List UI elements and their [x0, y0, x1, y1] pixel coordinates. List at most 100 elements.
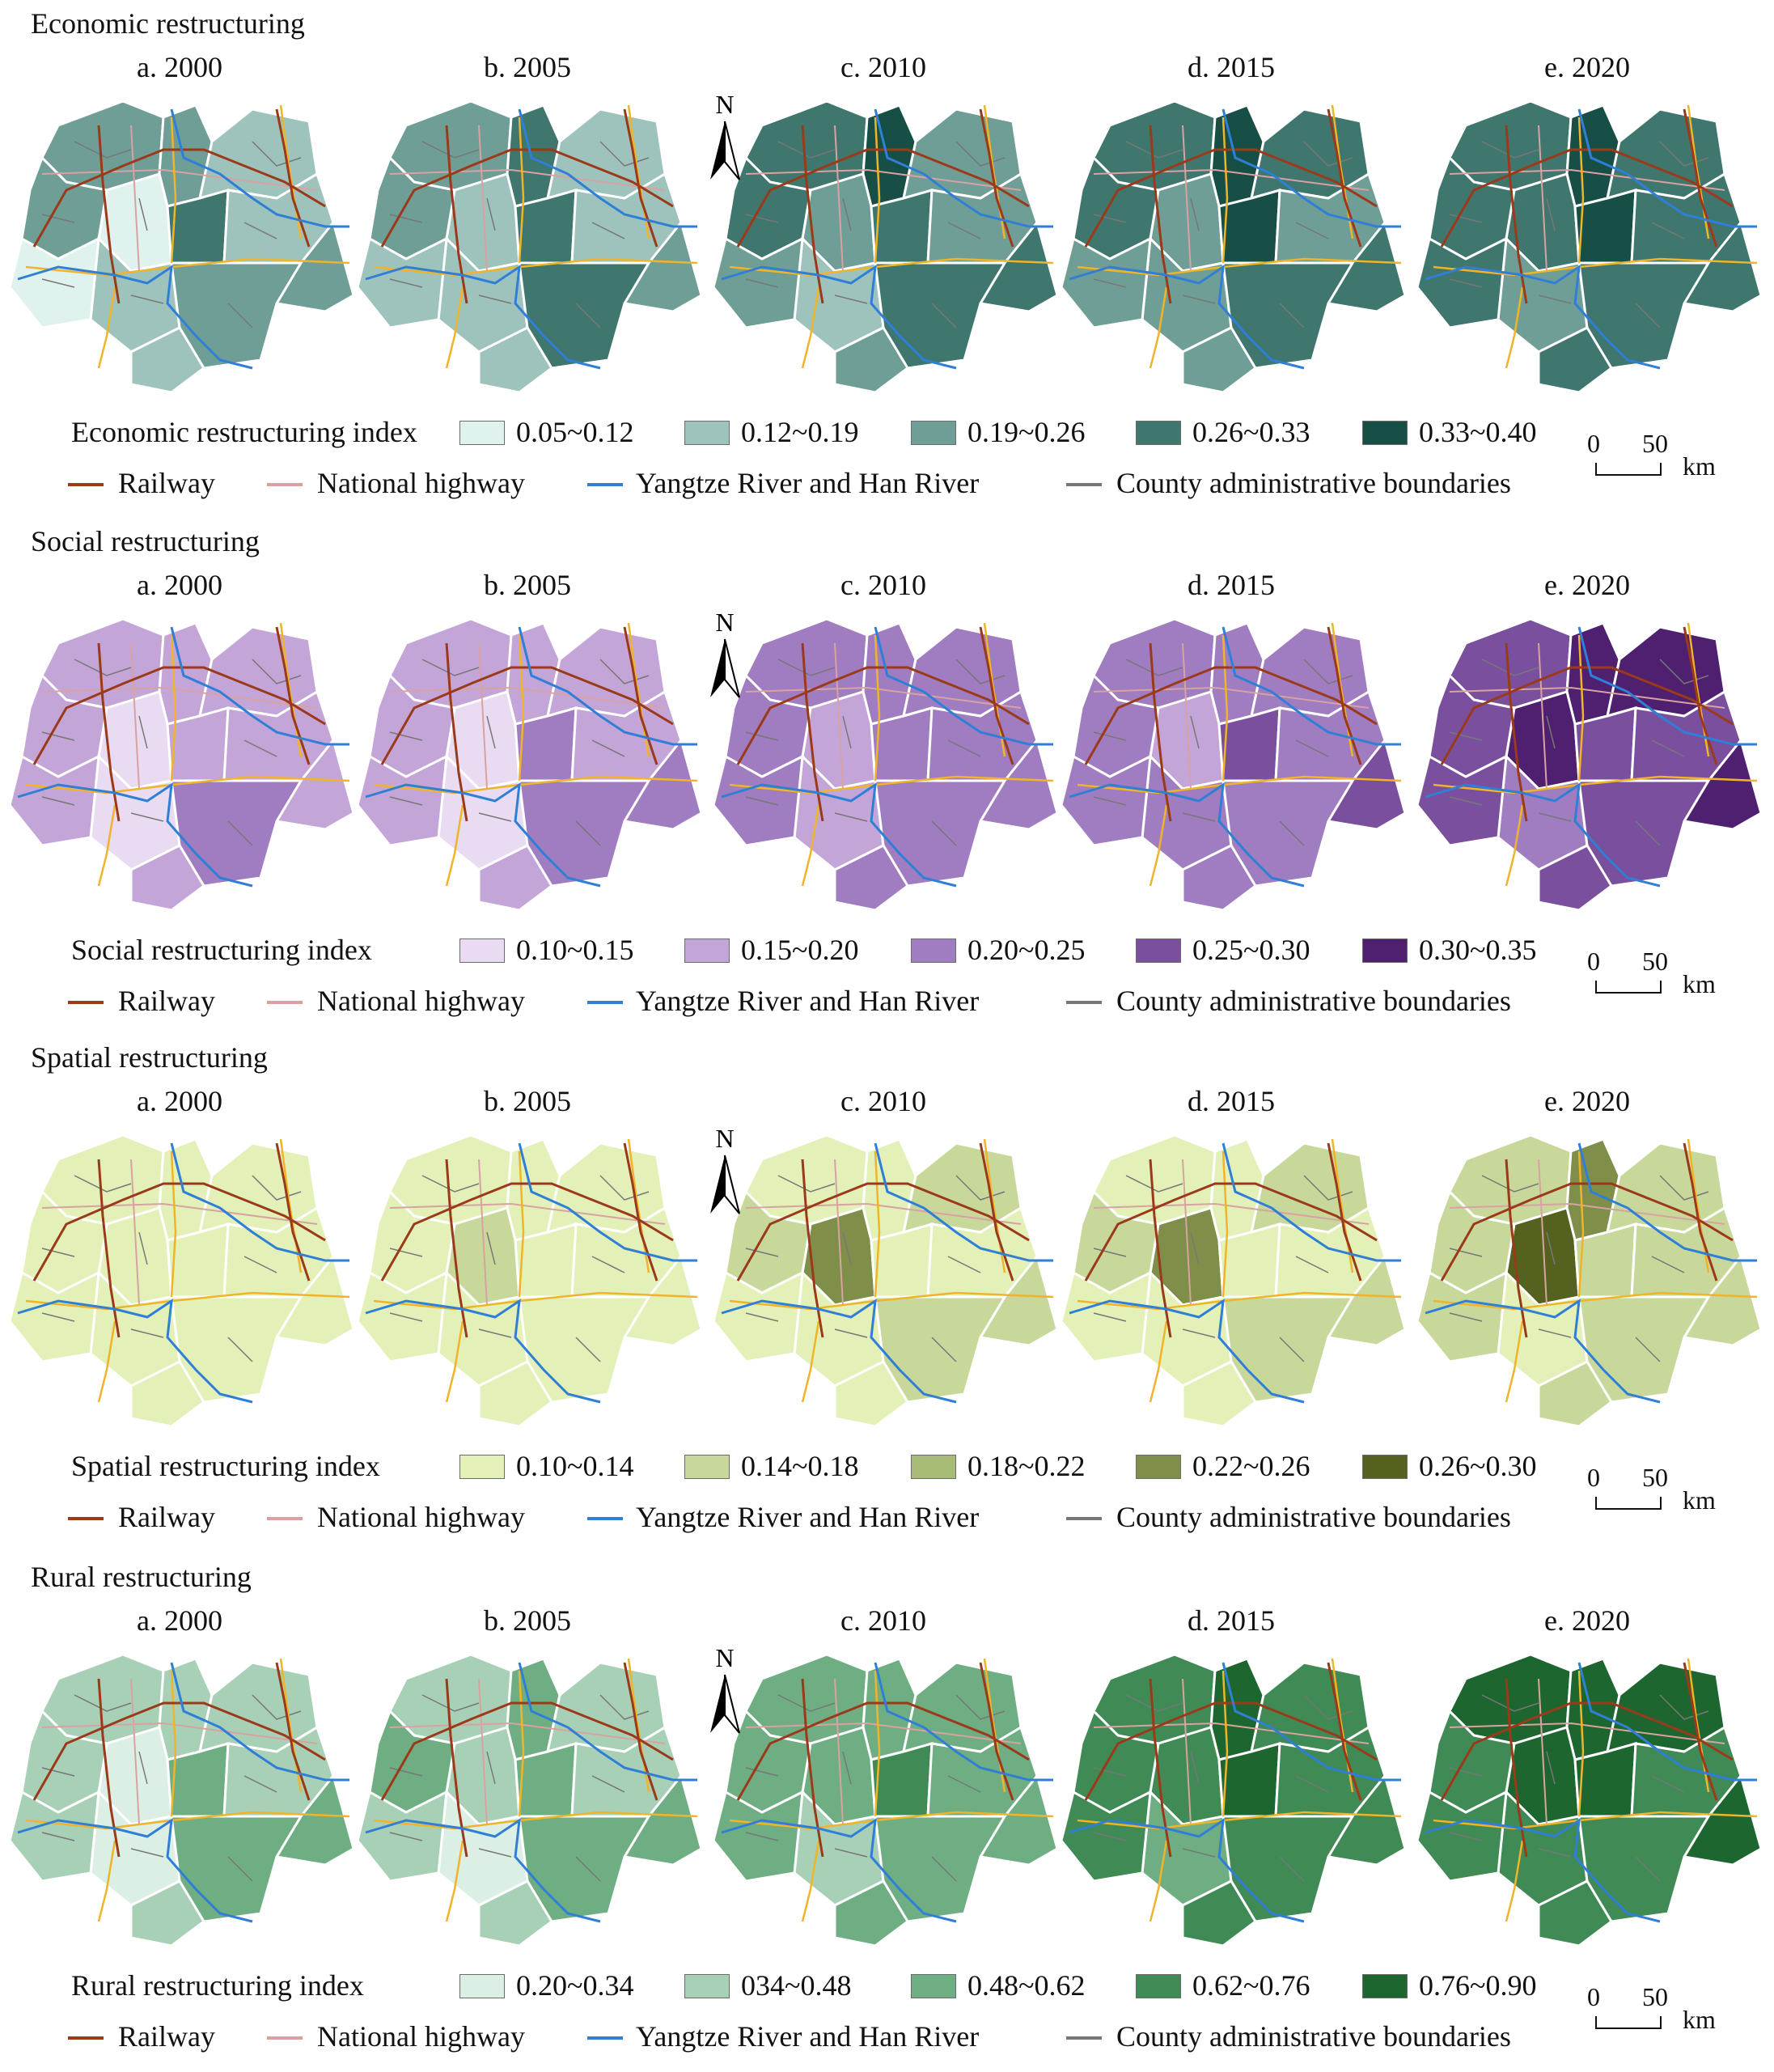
county-boundary — [745, 1832, 779, 1841]
county-boundary — [1481, 1694, 1539, 1712]
boundary-legend-line — [1066, 483, 1102, 486]
county-boundary — [478, 1848, 512, 1858]
choropleth-map — [356, 617, 703, 912]
map-section: Spatial restructuring a. 2000 b. 2005 c. 20… — [0, 1034, 1774, 1552]
choropleth-map — [1416, 1133, 1763, 1428]
county-boundary — [138, 1231, 148, 1265]
county-region — [833, 844, 909, 912]
legend-class-label: 0.76~0.90 — [1419, 1969, 1537, 2002]
scale-zero: 0 — [1587, 429, 1600, 458]
county-region — [129, 326, 205, 394]
county-boundary — [745, 1312, 779, 1322]
county-boundary — [1449, 278, 1483, 288]
railway-line — [32, 108, 326, 304]
river-line — [1069, 1662, 1401, 1923]
legend-class-label: 0.15~0.20 — [741, 934, 859, 966]
river-legend-line — [587, 1517, 623, 1520]
legend-swatch — [1362, 421, 1408, 445]
county-boundary — [1659, 1175, 1709, 1201]
county-boundary — [947, 1256, 981, 1273]
panel-title: b. 2005 — [484, 1085, 571, 1117]
county-boundary — [745, 796, 779, 806]
county-region — [833, 1879, 909, 1947]
river-line — [365, 1142, 697, 1404]
county-region — [1537, 1360, 1613, 1428]
county-boundary — [1449, 1767, 1483, 1777]
highway-legend-line — [267, 2036, 303, 2040]
river-line — [17, 108, 349, 370]
county-region — [1060, 1790, 1152, 1883]
scale-unit: km — [1683, 969, 1716, 998]
county-boundary — [947, 222, 981, 239]
panel-title: c. 2010 — [840, 51, 926, 83]
river-legend-line — [587, 1001, 623, 1004]
north-arrow-left — [710, 639, 725, 697]
scale-zero: 0 — [1587, 947, 1600, 976]
national-highway-line — [1093, 1159, 1370, 1306]
county-boundary — [1295, 1775, 1329, 1793]
county-boundary — [1651, 222, 1685, 239]
county-boundary — [931, 1337, 957, 1362]
legend-swatch — [911, 1974, 956, 1998]
legend-title: Social restructuring index — [71, 934, 372, 966]
county-boundary — [1481, 141, 1539, 159]
railway-line — [736, 626, 1030, 822]
county-boundary — [1538, 1848, 1572, 1858]
scale-fifty: 50 — [1642, 947, 1668, 976]
legend-swatch — [1362, 1455, 1408, 1479]
county-boundary — [1093, 796, 1127, 806]
railway-line — [1084, 1662, 1378, 1858]
county-boundary — [1093, 1312, 1127, 1322]
county-boundary — [41, 214, 75, 223]
map-section: Economic restructuring a. 2000 b. 2005 c. 2… — [0, 0, 1774, 518]
county-boundary — [389, 1312, 423, 1322]
national-highway-line — [1449, 1678, 1725, 1825]
county-boundary — [1449, 214, 1483, 223]
legend-class-label: 0.62~0.76 — [1192, 1969, 1310, 2002]
river-line — [17, 1142, 349, 1404]
legend-swatch — [459, 1455, 505, 1479]
legend-class-label: 0.22~0.26 — [1192, 1450, 1310, 1482]
county-boundary — [834, 294, 868, 304]
county-boundary — [1546, 197, 1556, 231]
county-region — [8, 1790, 100, 1883]
river-line — [1069, 1142, 1401, 1404]
panel-title: a. 2000 — [137, 51, 222, 83]
county-region — [1181, 1360, 1257, 1428]
boundary-legend-line — [1066, 1517, 1102, 1520]
railway-line — [736, 1142, 1030, 1338]
county-boundary — [1093, 1832, 1127, 1841]
legend-swatch — [911, 939, 956, 963]
legend-class-label: 0.20~0.25 — [967, 934, 1086, 966]
county-boundary — [227, 820, 253, 846]
panel-title: d. 2015 — [1188, 1604, 1275, 1637]
boundary-legend-label: County administrative boundaries — [1116, 1501, 1511, 1533]
north-arrow-left — [710, 1155, 725, 1214]
county-boundary — [955, 659, 1006, 684]
county-boundary — [745, 1248, 779, 1257]
highway-legend-label: National highway — [317, 467, 525, 499]
choropleth-map — [356, 1133, 703, 1428]
north-arrow-icon: N — [710, 1125, 740, 1214]
county-boundary — [41, 278, 75, 288]
boundary-legend-line — [1066, 1001, 1102, 1004]
national-highway-line — [1093, 1678, 1370, 1825]
river-legend-label: Yangtze River and Han River — [636, 985, 980, 1017]
railway-line — [1440, 626, 1734, 822]
county-boundary — [1651, 739, 1685, 757]
county-boundary — [591, 1256, 625, 1273]
legend-swatch — [684, 1974, 730, 1998]
national-highway-line — [1449, 642, 1725, 790]
county-boundary — [842, 1751, 852, 1785]
legend-class-label: 0.30~0.35 — [1419, 934, 1537, 966]
county-boundary — [1295, 1256, 1329, 1273]
river-legend-label: Yangtze River and Han River — [636, 1501, 980, 1533]
north-arrow-icon: N — [710, 91, 740, 180]
county-region — [1060, 754, 1152, 847]
county-boundary — [842, 715, 852, 749]
county-region — [356, 236, 448, 329]
county-boundary — [1190, 1751, 1200, 1785]
north-label: N — [715, 1125, 734, 1153]
river-line — [721, 626, 1053, 888]
scale-bar: 0 50 km — [1586, 947, 1731, 1003]
